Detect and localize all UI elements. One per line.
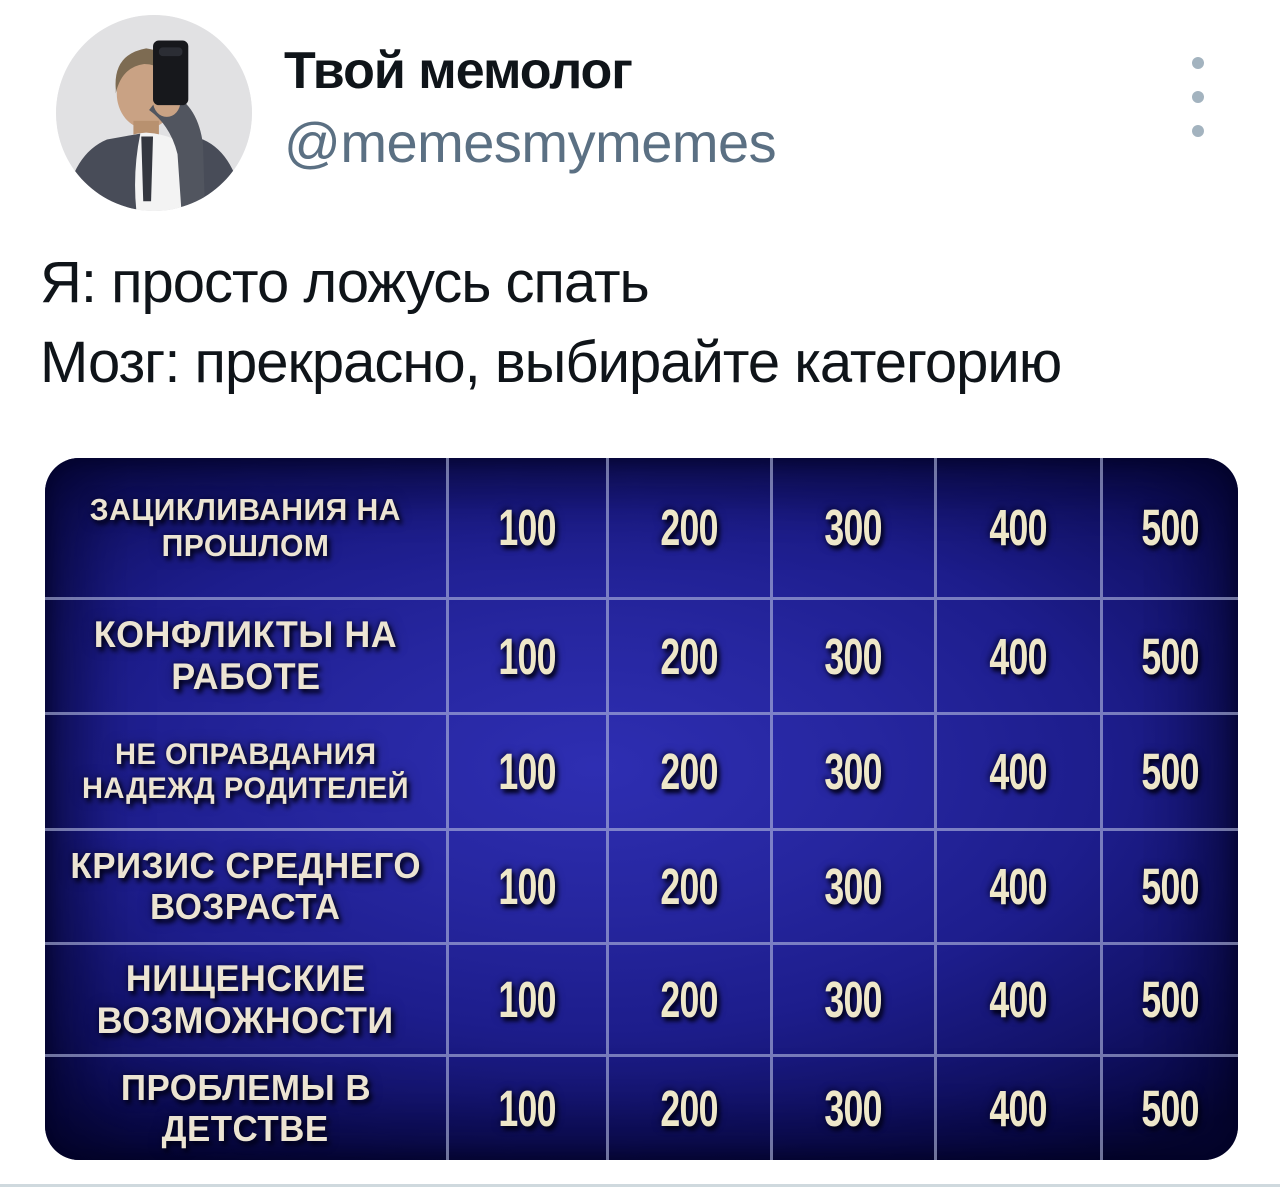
board-cell: 400 xyxy=(937,458,1103,600)
author-name[interactable]: Твой мемолог xyxy=(284,42,633,100)
avatar-image xyxy=(56,15,252,211)
board-cell: 200 xyxy=(609,458,773,600)
board-cell: 200 xyxy=(609,831,773,945)
board-cell: 500 xyxy=(1103,600,1238,715)
board-cell: 500 xyxy=(1103,715,1238,831)
avatar[interactable] xyxy=(56,15,252,211)
tweet-media: ЗАЦИКЛИВАНИЯ НА ПРОШЛОМ 100 200 300 400 … xyxy=(45,458,1280,1160)
board-category: ЗАЦИКЛИВАНИЯ НА ПРОШЛОМ xyxy=(45,458,449,600)
board-cell: 100 xyxy=(449,945,609,1057)
board-cell: 400 xyxy=(937,1057,1103,1160)
tweet-text: Я: просто ложусь спать Мозг: прекрасно, … xyxy=(40,243,1240,403)
board-category: НИЩЕНСКИЕ ВОЗМОЖНОСТИ xyxy=(45,945,449,1057)
board-cell: 500 xyxy=(1141,1080,1200,1137)
board-category: ПРОБЛЕМЫ В ДЕТСТВЕ xyxy=(45,1057,449,1160)
board-cell: 100 xyxy=(449,458,609,600)
board-cell: 500 xyxy=(1103,831,1238,945)
board-category: КОНФЛИКТЫ НА РАБОТЕ xyxy=(45,600,449,715)
board-cell: 200 xyxy=(609,1057,773,1160)
game-board-image[interactable]: ЗАЦИКЛИВАНИЯ НА ПРОШЛОМ 100 200 300 400 … xyxy=(45,458,1238,1160)
board-category: НЕ ОПРАВДАНИЯ НАДЕЖД РОДИТЕЛЕЙ xyxy=(45,715,449,831)
board-category: КРИЗИС СРЕДНЕГО ВОЗРАСТА xyxy=(45,831,449,945)
board-cell: 400 xyxy=(937,600,1103,715)
more-vertical-icon xyxy=(1192,57,1204,69)
tweet-header: Твой мемолог @memesmymemes xyxy=(40,15,1240,213)
board-cell: 400 xyxy=(937,831,1103,945)
board-cell: 300 xyxy=(773,715,937,831)
board-cell: 100 xyxy=(449,831,609,945)
tweet-text-line: Я: просто ложусь спать xyxy=(40,250,650,315)
board-cell: 200 xyxy=(609,600,773,715)
board-cell: 200 xyxy=(609,715,773,831)
board-cell: 100 xyxy=(449,600,609,715)
board-cell: 300 xyxy=(773,945,937,1057)
tweet-card: Твой мемолог @memesmymemes Я: просто лож… xyxy=(0,15,1280,1193)
board-cell: 300 xyxy=(773,458,937,600)
board-cell: 500 xyxy=(1103,458,1238,600)
author-handle[interactable]: @memesmymemes xyxy=(284,111,777,175)
divider xyxy=(0,1184,1280,1187)
board-cell: 300 xyxy=(773,1057,937,1160)
board-cell: 200 xyxy=(609,945,773,1057)
board-cell: 500 xyxy=(1103,945,1238,1057)
more-menu-button[interactable] xyxy=(1178,57,1218,137)
more-vertical-icon xyxy=(1192,125,1204,137)
board-cell: 400 xyxy=(937,715,1103,831)
author-block: Твой мемолог @memesmymemes xyxy=(284,42,777,213)
board-cell: 300 xyxy=(773,831,937,945)
board-cell: 300 xyxy=(773,600,937,715)
tweet-text-line: Мозг: прекрасно, выбирайте категорию xyxy=(40,330,1062,395)
board-cell: 400 xyxy=(937,945,1103,1057)
board-cell: 100 xyxy=(449,715,609,831)
more-vertical-icon xyxy=(1192,91,1204,103)
board-cell: 100 xyxy=(449,1057,609,1160)
